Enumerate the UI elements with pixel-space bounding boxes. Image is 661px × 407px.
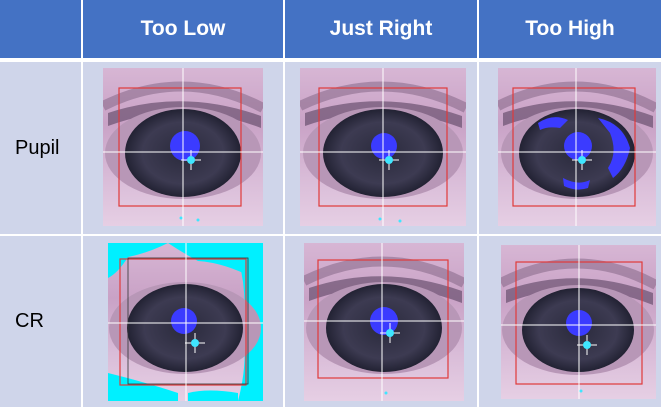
header-corner-cell (0, 0, 81, 58)
row-label-cr: CR (0, 236, 81, 407)
column-header-just-right: Just Right (285, 0, 477, 58)
column-header-too-high: Too High (479, 0, 661, 58)
eye-image-cr-too-high (501, 245, 656, 399)
eye-image-pupil-too-low (103, 68, 263, 226)
column-header-too-low: Too Low (83, 0, 283, 58)
eye-image-cr-too-low (108, 243, 263, 401)
eye-image-pupil-just-right (300, 68, 466, 226)
row-label-pupil: Pupil (0, 62, 81, 234)
eye-image-cr-just-right (304, 243, 464, 401)
eye-image-pupil-too-high (498, 68, 656, 226)
